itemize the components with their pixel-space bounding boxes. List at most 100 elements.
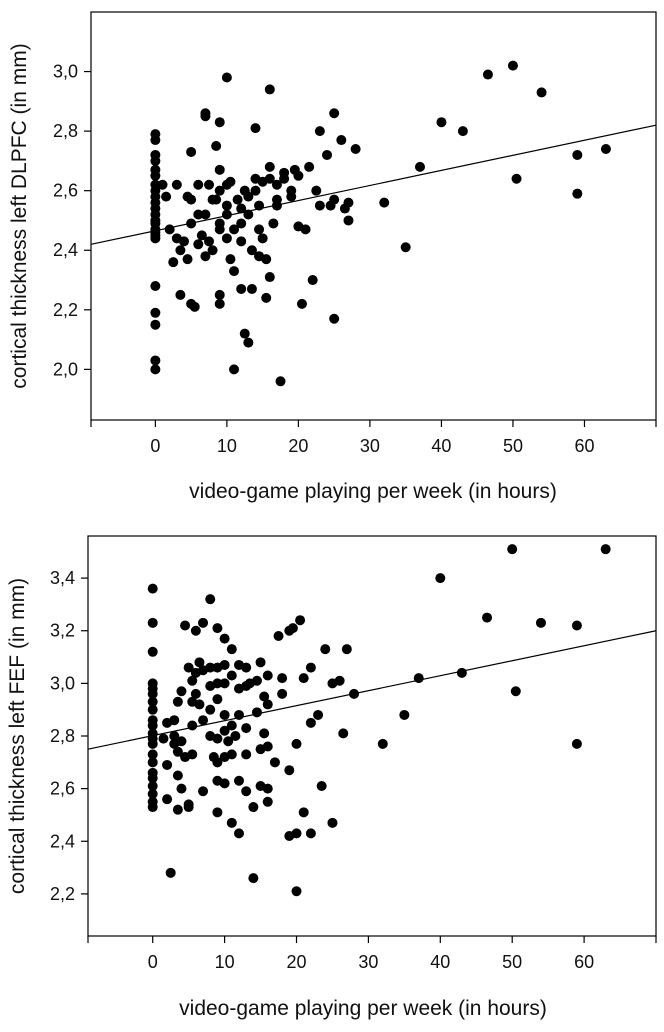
data-point <box>193 239 204 250</box>
x-axis-label: video-game playing per week (in hours) <box>189 480 557 503</box>
data-point <box>221 200 232 211</box>
data-point <box>183 662 194 673</box>
data-point <box>343 215 354 226</box>
y-tick-label: 2,4 <box>50 831 75 851</box>
data-point <box>305 828 316 839</box>
y-tick-label: 2,6 <box>50 779 75 799</box>
data-point <box>147 617 158 628</box>
y-axis: 2,2 2,4 2,6 2,8 3,0 3,2 3,4 <box>50 568 88 904</box>
data-point <box>219 709 230 720</box>
data-point <box>186 218 197 229</box>
data-point <box>320 644 331 655</box>
data-point <box>243 337 254 348</box>
data-point <box>193 209 204 220</box>
data-point <box>150 170 161 181</box>
y-tick-label: 2,8 <box>53 121 78 141</box>
data-point <box>169 715 180 726</box>
data-point <box>255 657 266 668</box>
data-point <box>264 272 275 283</box>
data-point <box>254 224 265 235</box>
data-point <box>212 694 223 705</box>
data-point <box>212 757 223 768</box>
data-point <box>226 720 237 731</box>
data-point <box>225 176 236 187</box>
data-point <box>226 817 237 828</box>
data-point <box>225 254 236 265</box>
data-point <box>379 197 390 208</box>
x-tick-label: 0 <box>148 952 158 972</box>
data-point <box>233 775 244 786</box>
data-point <box>212 623 223 634</box>
data-point <box>311 185 322 196</box>
data-point <box>435 573 446 584</box>
data-point <box>284 765 295 776</box>
data-point <box>275 376 286 387</box>
data-point <box>147 781 158 791</box>
data-point <box>214 289 225 300</box>
chart-panel-dlpfc: 2,0 2,2 2,4 2,6 2,8 3,0 0 10 20 30 40 50 60 video-g… <box>8 11 657 503</box>
data-point <box>168 257 179 268</box>
data-point <box>176 783 187 794</box>
data-point <box>180 620 191 631</box>
data-point <box>198 617 209 628</box>
data-point <box>162 759 173 770</box>
data-point <box>229 364 240 375</box>
data-point <box>147 749 158 760</box>
data-point <box>183 802 194 813</box>
y-axis-label: cortical thickness left FEF (in mm) <box>6 578 29 894</box>
data-point <box>241 662 252 673</box>
data-point <box>414 161 425 172</box>
data-point <box>219 678 230 689</box>
data-point <box>147 646 158 657</box>
data-point <box>233 709 244 720</box>
data-point <box>248 873 259 884</box>
data-point <box>172 746 183 757</box>
data-point <box>254 200 265 211</box>
data-point <box>482 69 493 80</box>
data-point <box>212 678 223 689</box>
data-point <box>226 644 237 655</box>
data-point <box>150 135 161 146</box>
data-point <box>232 194 243 205</box>
data-point <box>236 218 247 229</box>
data-point <box>246 283 257 294</box>
data-point <box>377 738 388 749</box>
data-point <box>147 788 158 799</box>
data-point <box>279 173 290 184</box>
data-point <box>214 224 225 235</box>
data-point <box>187 749 198 760</box>
data-point <box>200 111 211 122</box>
y-axis: 2,0 2,2 2,4 2,6 2,8 3,0 <box>53 62 91 379</box>
data-point <box>243 191 254 202</box>
data-point <box>251 707 262 718</box>
data-point <box>157 179 168 190</box>
data-point <box>314 200 325 211</box>
x-tick-label: 40 <box>430 952 450 972</box>
data-point <box>511 173 522 184</box>
data-point <box>298 807 309 818</box>
x-tick-label: 50 <box>502 952 522 972</box>
data-point <box>268 218 279 229</box>
data-point <box>211 141 222 152</box>
regression-line <box>87 630 657 750</box>
data-point <box>262 796 273 807</box>
x-tick-label: 50 <box>503 436 523 456</box>
data-point <box>147 583 158 594</box>
data-point <box>219 778 230 789</box>
data-point <box>271 179 282 190</box>
data-point <box>186 194 197 205</box>
data-point <box>194 699 205 710</box>
data-point <box>341 644 352 655</box>
data-point <box>207 245 218 256</box>
data-point <box>165 867 176 878</box>
data-point <box>236 203 247 214</box>
x-tick-label: 30 <box>358 952 378 972</box>
data-point <box>164 224 175 235</box>
y-tick-label: 2,0 <box>53 359 78 379</box>
data-point <box>307 275 318 286</box>
data-point <box>399 709 410 720</box>
data-point <box>233 828 244 839</box>
data-point <box>223 736 234 747</box>
data-point <box>338 728 349 739</box>
